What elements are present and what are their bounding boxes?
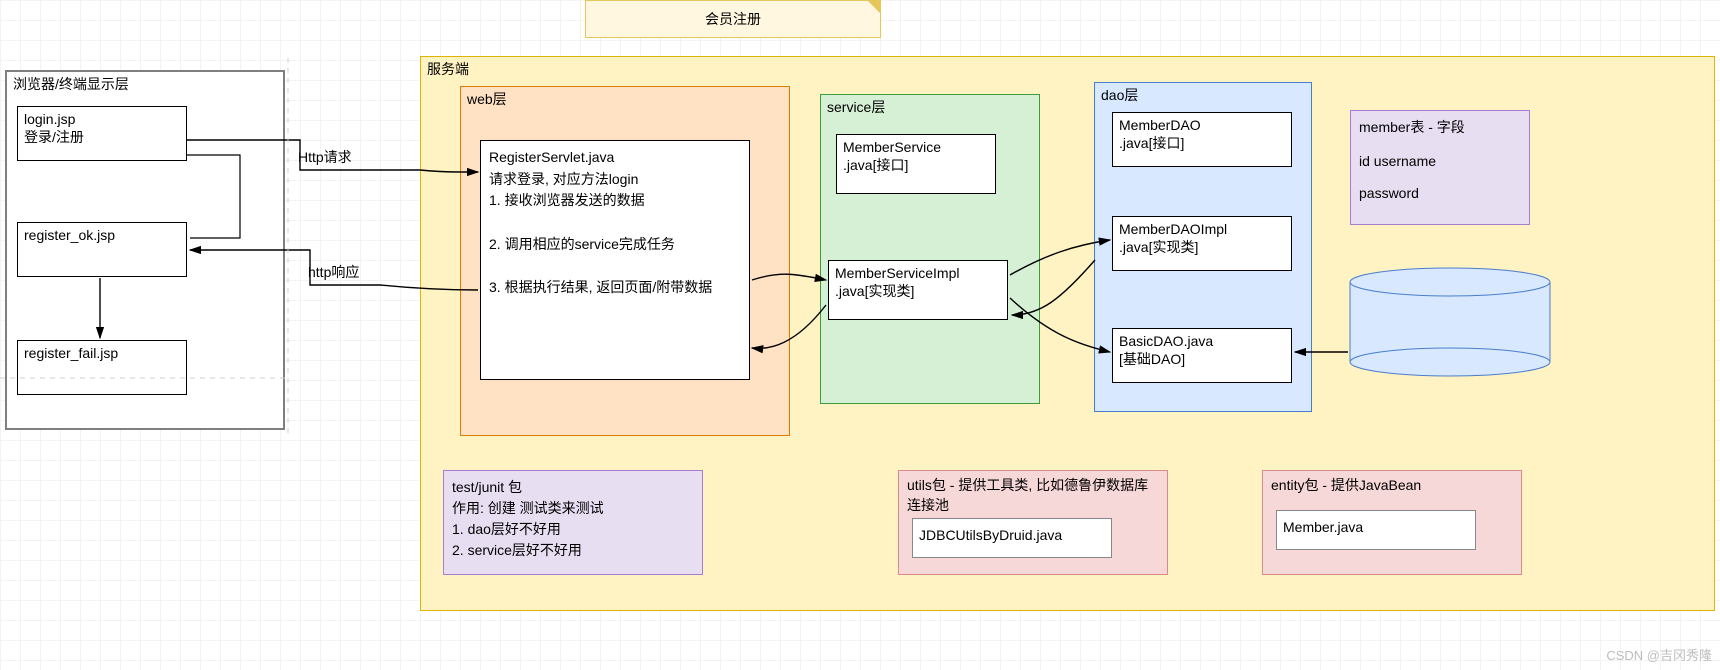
register-servlet-box: RegisterServlet.java 请求登录, 对应方法login 1. … — [480, 140, 750, 380]
register-servlet-text: RegisterServlet.java 请求登录, 对应方法login 1. … — [489, 149, 712, 295]
note-fold-icon — [867, 0, 881, 14]
member-service-interface-box: MemberService .java[接口] — [836, 134, 996, 194]
test-pkg-box: test/junit 包 作用: 创建 测试类来测试 1. dao层好不好用 2… — [443, 470, 703, 575]
member-table-box: member表 - 字段 id username password — [1350, 110, 1530, 225]
dao-layer-title: dao层 — [1101, 85, 1138, 105]
http-request-label: Http请求 — [298, 147, 352, 167]
db-label: DB Mysql, Oracle, SQLServer, DB2 — [1355, 298, 1545, 343]
login-jsp-box: login.jsp 登录/注册 — [17, 106, 187, 161]
member-service-interface-text: MemberService .java[接口] — [843, 139, 941, 173]
member-dao-impl-box: MemberDAOImpl .java[实现类] — [1112, 216, 1292, 271]
server-title: 服务端 — [427, 59, 469, 79]
member-dao-interface-text: MemberDAO .java[接口] — [1119, 117, 1201, 151]
watermark-text: CSDN @吉冈秀隆 — [1606, 645, 1712, 664]
register-fail-box: register_fail.jsp — [17, 340, 187, 395]
member-service-impl-box: MemberServiceImpl .java[实现类] — [828, 260, 1008, 320]
browser-layer-title: 浏览器/终端显示层 — [13, 74, 129, 94]
utils-pkg-title: utils包 - 提供工具类, 比如德鲁伊数据库连接池 — [907, 477, 1148, 513]
title-note-text: 会员注册 — [705, 11, 761, 27]
title-note: 会员注册 — [585, 0, 881, 38]
entity-pkg-title: entity包 - 提供JavaBean — [1271, 477, 1421, 493]
web-layer-title: web层 — [467, 89, 507, 109]
service-layer-title: service层 — [827, 97, 885, 117]
entity-pkg-item-box: Member.java — [1276, 510, 1476, 550]
member-service-impl-text: MemberServiceImpl .java[实现类] — [835, 265, 959, 299]
utils-pkg-item-text: JDBCUtilsByDruid.java — [919, 527, 1062, 543]
basic-dao-box: BasicDAO.java [基础DAO] — [1112, 328, 1292, 383]
http-response-label: http响应 — [308, 262, 359, 282]
register-fail-text: register_fail.jsp — [24, 345, 118, 361]
entity-pkg-item-text: Member.java — [1283, 519, 1363, 535]
member-dao-interface-box: MemberDAO .java[接口] — [1112, 112, 1292, 167]
member-dao-impl-text: MemberDAOImpl .java[实现类] — [1119, 221, 1227, 255]
login-jsp-text: login.jsp 登录/注册 — [24, 111, 84, 145]
member-table-text: member表 - 字段 id username password — [1359, 119, 1465, 201]
utils-pkg-item-box: JDBCUtilsByDruid.java — [912, 518, 1112, 558]
basic-dao-text: BasicDAO.java [基础DAO] — [1119, 333, 1213, 367]
register-ok-box: register_ok.jsp — [17, 222, 187, 277]
test-pkg-text: test/junit 包 作用: 创建 测试类来测试 1. dao层好不好用 2… — [452, 479, 604, 558]
register-ok-text: register_ok.jsp — [24, 227, 115, 243]
